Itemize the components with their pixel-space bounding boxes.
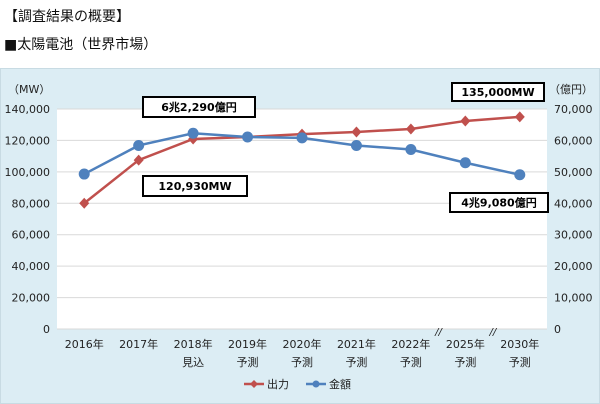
x-tick-label: 2022年 bbox=[391, 337, 430, 351]
annotation-box bbox=[142, 96, 256, 118]
y-right-tick-label: 30,000 bbox=[554, 229, 593, 242]
y-left-axis-label: （MW） bbox=[8, 83, 50, 96]
data-point bbox=[187, 127, 199, 139]
data-point bbox=[242, 131, 254, 143]
x-tick-sublabel: 予測 bbox=[237, 355, 259, 369]
axis-break-mark: // bbox=[489, 327, 498, 338]
legend-marker bbox=[312, 380, 320, 388]
data-point bbox=[78, 168, 90, 180]
y-right-tick-label: 60,000 bbox=[554, 134, 593, 147]
x-tick-sublabel: 予測 bbox=[291, 355, 313, 369]
data-point bbox=[133, 139, 145, 151]
x-tick-label: 2019年 bbox=[228, 337, 267, 351]
annotation-box bbox=[449, 192, 549, 213]
annotation-label: 6兆2,290億円 bbox=[161, 100, 236, 114]
y-left-tick-label: 60,000 bbox=[12, 229, 51, 242]
x-tick-label: 2016年 bbox=[65, 337, 104, 351]
y-right-tick-label: 20,000 bbox=[554, 260, 593, 273]
x-tick-label: 2021年 bbox=[337, 337, 376, 351]
y-left-tick-label: 0 bbox=[43, 323, 50, 336]
data-point bbox=[405, 123, 416, 135]
y-left-tick-label: 120,000 bbox=[5, 134, 51, 147]
y-left-tick-label: 40,000 bbox=[12, 260, 51, 273]
y-right-tick-label: 40,000 bbox=[554, 197, 593, 210]
x-tick-label: 2030年 bbox=[500, 337, 539, 351]
x-tick-sublabel: 予測 bbox=[454, 355, 476, 369]
report-title: 【調査結果の概要】 bbox=[4, 9, 130, 25]
legend-marker bbox=[250, 380, 258, 388]
axis-break-mark: // bbox=[434, 327, 443, 338]
data-point bbox=[514, 169, 526, 181]
x-tick-sublabel: 予測 bbox=[345, 355, 367, 369]
data-point bbox=[351, 126, 362, 138]
data-point bbox=[79, 197, 90, 209]
annotation-label: 120,930MW bbox=[158, 180, 231, 193]
x-tick-sublabel: 予測 bbox=[509, 355, 531, 369]
legend-label: 出力 bbox=[267, 377, 289, 391]
data-point bbox=[296, 132, 308, 144]
data-point bbox=[514, 111, 525, 123]
y-right-tick-label: 70,000 bbox=[554, 103, 593, 116]
annotation-label: 135,000MW bbox=[461, 86, 534, 99]
legend-label: 金額 bbox=[329, 377, 351, 391]
y-right-tick-label: 0 bbox=[554, 323, 561, 336]
y-left-tick-label: 80,000 bbox=[12, 197, 51, 210]
y-right-tick-label: 10,000 bbox=[554, 292, 593, 305]
y-left-tick-label: 140,000 bbox=[5, 103, 51, 116]
annotation-label: 4兆9,080億円 bbox=[461, 196, 536, 210]
data-point bbox=[405, 144, 417, 156]
y-right-axis-label: （億円） bbox=[549, 83, 593, 96]
x-tick-label: 2017年 bbox=[119, 337, 158, 351]
chart-subtitle: ■太陽電池（世界市場） bbox=[4, 37, 158, 53]
annotation-box bbox=[142, 175, 248, 197]
x-tick-sublabel: 予測 bbox=[400, 355, 422, 369]
data-point bbox=[133, 154, 144, 166]
data-point bbox=[459, 157, 471, 169]
x-tick-label: 2018年 bbox=[174, 337, 213, 351]
annotation-box bbox=[451, 82, 545, 102]
y-left-tick-label: 100,000 bbox=[5, 166, 51, 179]
x-tick-sublabel: 見込 bbox=[182, 356, 204, 369]
y-left-tick-label: 20,000 bbox=[12, 292, 51, 305]
y-right-tick-label: 50,000 bbox=[554, 166, 593, 179]
data-point bbox=[460, 115, 471, 127]
data-point bbox=[350, 139, 362, 151]
x-tick-label: 2020年 bbox=[283, 337, 322, 351]
x-tick-label: 2025年 bbox=[446, 337, 485, 351]
